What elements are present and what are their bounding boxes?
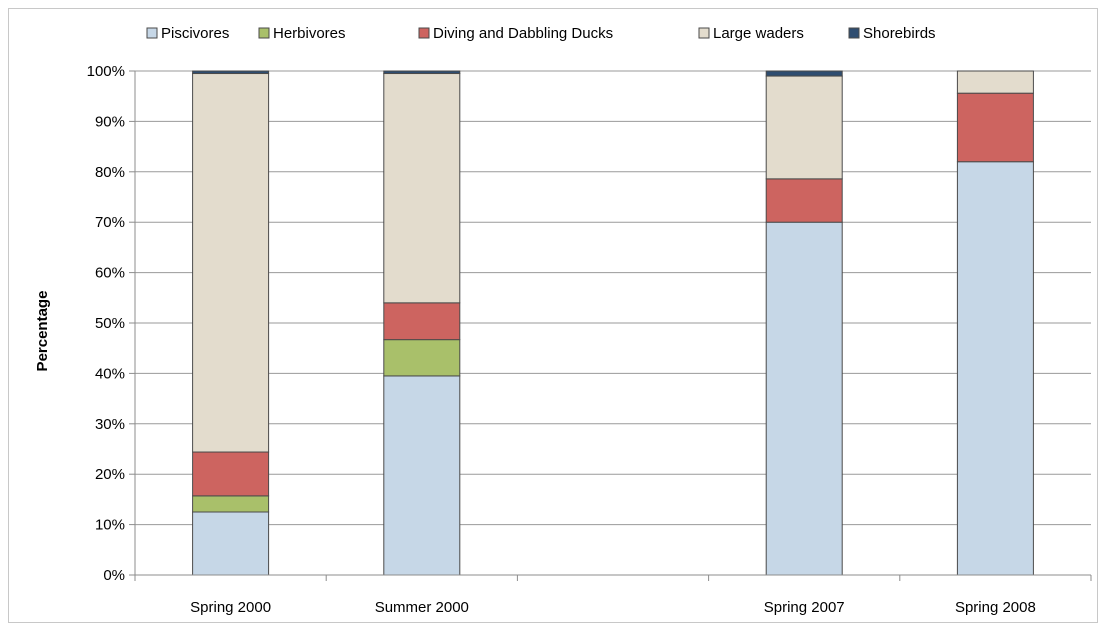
y-tick-label: 80% <box>95 164 125 181</box>
chart-frame: 0% 10% 20% 30% 40% 50% 60% 70% 80% 90% 100% Spring… <box>8 8 1098 623</box>
legend-label: Piscivores <box>161 25 229 42</box>
axes <box>129 70 1092 581</box>
bar-segment <box>383 339 461 377</box>
y-tick-label: 10% <box>95 517 125 534</box>
legend-label: Herbivores <box>273 25 346 42</box>
bar-segment <box>765 221 843 576</box>
bar-segment <box>383 375 461 576</box>
bar-segment <box>192 70 270 75</box>
y-tick-labels: 0% 10% 20% 30% 40% 50% 60% 70% 80% 90% 100% <box>87 63 125 584</box>
x-tick-label: Spring 2008 <box>955 599 1036 616</box>
y-tick-label: 90% <box>95 113 125 130</box>
gridlines <box>135 70 1091 526</box>
legend-swatch <box>146 27 158 39</box>
y-tick-label: 100% <box>87 63 125 80</box>
y-axis-title: Percentage <box>34 291 51 372</box>
y-tick-label: 50% <box>95 315 125 332</box>
y-tick-label: 0% <box>103 567 125 584</box>
bars <box>192 70 1034 576</box>
bar-segment <box>383 70 461 75</box>
x-tick-label: Summer 2000 <box>375 599 469 616</box>
legend-swatch <box>418 27 430 39</box>
legend-label: Shorebirds <box>863 25 936 42</box>
bar-segment <box>765 70 843 77</box>
legend: Piscivores Herbivores Diving and Dabbling … <box>146 25 936 42</box>
y-tick-label: 60% <box>95 265 125 282</box>
y-tick-label: 30% <box>95 416 125 433</box>
bar-segment <box>192 451 270 497</box>
x-tick-labels: Spring 2000 Summer 2000 Spring 2007 Spring … <box>190 599 1036 616</box>
bar-segment <box>956 161 1034 576</box>
bar-segment <box>765 75 843 180</box>
y-tick-label: 20% <box>95 466 125 483</box>
x-tick-label: Spring 2007 <box>764 599 845 616</box>
bar-segment <box>192 73 270 453</box>
legend-label: Diving and Dabbling Ducks <box>433 25 613 42</box>
bar-segment <box>192 495 270 513</box>
bar-segment <box>956 70 1034 94</box>
y-tick-label: 40% <box>95 365 125 382</box>
legend-swatch <box>848 27 860 39</box>
legend-swatch <box>698 27 710 39</box>
x-tick-label: Spring 2000 <box>190 599 271 616</box>
stacked-bar-chart: 0% 10% 20% 30% 40% 50% 60% 70% 80% 90% 100% Spring… <box>34 25 1092 616</box>
bar-segment <box>192 511 270 576</box>
bar-segment <box>765 178 843 223</box>
legend-label: Large waders <box>713 25 804 42</box>
legend-swatch <box>258 27 270 39</box>
y-tick-label: 70% <box>95 214 125 231</box>
bar-segment <box>383 302 461 341</box>
bar-segment <box>956 92 1034 163</box>
bar-segment <box>383 73 461 304</box>
